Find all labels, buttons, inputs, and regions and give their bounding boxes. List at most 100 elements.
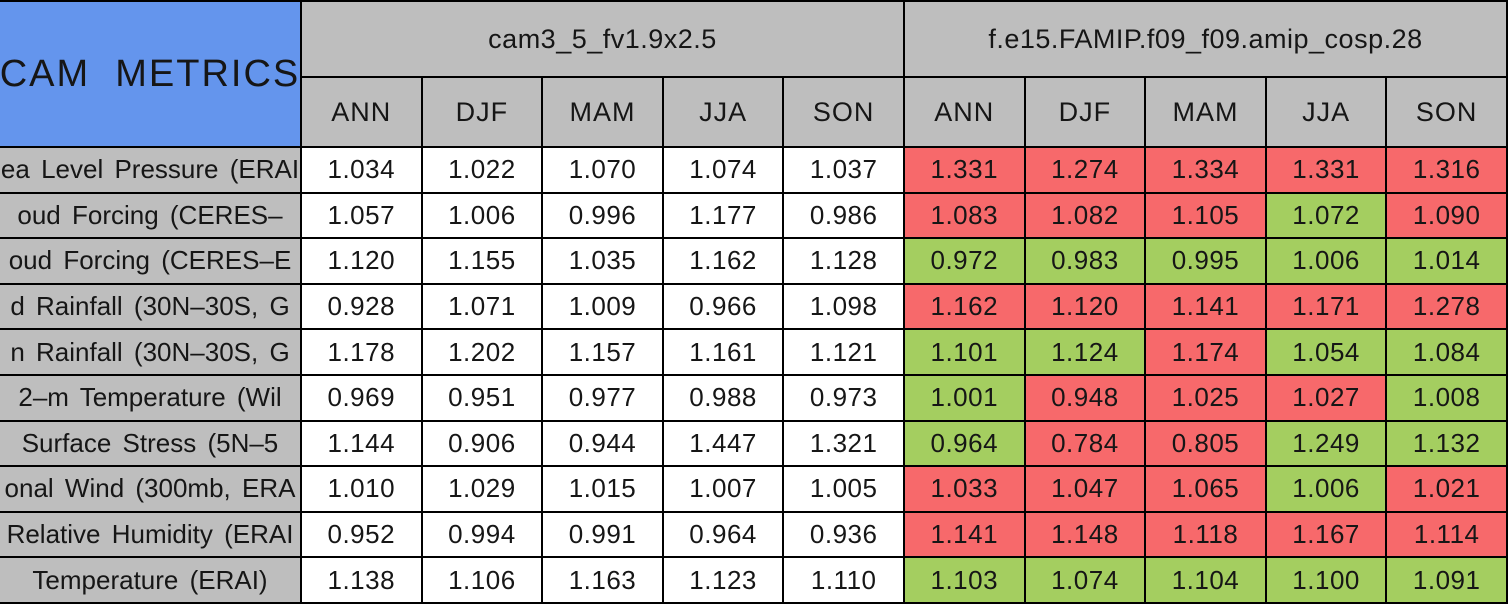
model2-value-cell: 1.316 xyxy=(1387,148,1506,192)
model2-value-cell: 1.082 xyxy=(1025,193,1145,238)
metric-row-label: 2–m Temperature (Wil xyxy=(0,375,300,420)
model2-value-cell: 1.084 xyxy=(1387,330,1506,374)
model1-value-cell: 1.035 xyxy=(543,239,662,283)
model1-value-cell: 0.944 xyxy=(543,421,662,466)
model1-season-header-jja: JJA xyxy=(663,78,783,146)
model1-value-cell: 0.936 xyxy=(784,512,903,557)
model1-value-cell: 0.964 xyxy=(663,512,783,557)
model1-value-cell: 1.071 xyxy=(422,284,542,329)
model2-season-header-jja: JJA xyxy=(1266,78,1386,146)
model2-value-cell: 1.331 xyxy=(1266,148,1386,192)
model2-value-cell: 1.249 xyxy=(1266,421,1386,466)
model2-value-cell: 1.171 xyxy=(1266,284,1386,329)
model2-value-cell: 1.072 xyxy=(1266,193,1386,238)
model1-value-cell: 1.157 xyxy=(543,330,662,374)
metric-row-label: Relative Humidity (ERAI xyxy=(0,512,300,557)
model1-value-cell: 1.098 xyxy=(784,284,903,329)
model1-value-cell: 1.007 xyxy=(663,467,783,511)
model2-value-cell: 0.983 xyxy=(1025,239,1145,283)
model2-value-cell: 0.948 xyxy=(1025,375,1145,420)
model1-value-cell: 1.005 xyxy=(784,467,903,511)
model1-value-cell: 1.029 xyxy=(422,467,542,511)
model2-value-cell: 1.174 xyxy=(1146,330,1265,374)
model1-value-cell: 1.177 xyxy=(663,193,783,238)
model2-value-cell: 1.065 xyxy=(1146,467,1265,511)
model1-season-header-djf: DJF xyxy=(422,78,542,146)
model1-season-header-mam: MAM xyxy=(543,78,662,146)
model1-value-cell: 1.037 xyxy=(784,148,903,192)
metric-row-label: Surface Stress (5N–5 xyxy=(0,421,300,466)
model1-value-cell: 1.202 xyxy=(422,330,542,374)
model1-value-cell: 1.162 xyxy=(663,239,783,283)
model2-value-cell: 1.090 xyxy=(1387,193,1506,238)
model1-value-cell: 0.991 xyxy=(543,512,662,557)
model1-value-cell: 0.952 xyxy=(302,512,421,557)
model1-value-cell: 1.034 xyxy=(302,148,421,192)
model2-value-cell: 1.091 xyxy=(1387,558,1506,602)
model2-value-cell: 1.100 xyxy=(1266,558,1386,602)
model2-value-cell: 1.124 xyxy=(1025,330,1145,374)
model2-value-cell: 0.784 xyxy=(1025,421,1145,466)
model2-season-header-ann: ANN xyxy=(904,78,1024,146)
model2-value-cell: 1.114 xyxy=(1387,512,1506,557)
model1-value-cell: 0.969 xyxy=(302,375,421,420)
model1-value-cell: 0.977 xyxy=(543,375,662,420)
model1-value-cell: 1.015 xyxy=(543,467,662,511)
model1-value-cell: 1.022 xyxy=(422,148,542,192)
model1-value-cell: 1.123 xyxy=(663,558,783,602)
model1-value-cell: 1.128 xyxy=(784,239,903,283)
table-title: CAM METRICS xyxy=(0,2,300,146)
model1-value-cell: 0.986 xyxy=(784,193,903,238)
metric-row-label: oud Forcing (CERES– xyxy=(0,193,300,238)
model2-value-cell: 1.274 xyxy=(1025,148,1145,192)
model1-value-cell: 1.070 xyxy=(543,148,662,192)
model1-name-header: cam3_5_fv1.9x2.5 xyxy=(302,2,903,76)
model2-value-cell: 1.105 xyxy=(1146,193,1265,238)
model2-value-cell: 1.148 xyxy=(1025,512,1145,557)
model1-value-cell: 0.951 xyxy=(422,375,542,420)
model2-season-header-djf: DJF xyxy=(1025,78,1145,146)
model1-season-header-ann: ANN xyxy=(302,78,421,146)
metric-row-label: n Rainfall (30N–30S, G xyxy=(0,330,300,374)
model2-value-cell: 1.101 xyxy=(904,330,1024,374)
model2-value-cell: 1.104 xyxy=(1146,558,1265,602)
model2-value-cell: 1.162 xyxy=(904,284,1024,329)
model1-value-cell: 1.321 xyxy=(784,421,903,466)
model1-season-header-son: SON xyxy=(784,78,903,146)
model1-value-cell: 1.110 xyxy=(784,558,903,602)
model1-value-cell: 0.928 xyxy=(302,284,421,329)
model1-value-cell: 1.074 xyxy=(663,148,783,192)
metric-row-label: ea Level Pressure (ERAI xyxy=(0,148,300,192)
model2-value-cell: 1.118 xyxy=(1146,512,1265,557)
model2-value-cell: 1.334 xyxy=(1146,148,1265,192)
model1-value-cell: 1.161 xyxy=(663,330,783,374)
model1-value-cell: 1.106 xyxy=(422,558,542,602)
model1-value-cell: 1.009 xyxy=(543,284,662,329)
model1-value-cell: 1.120 xyxy=(302,239,421,283)
metric-row-label: d Rainfall (30N–30S, G xyxy=(0,284,300,329)
model1-value-cell: 1.138 xyxy=(302,558,421,602)
model1-value-cell: 1.121 xyxy=(784,330,903,374)
model1-value-cell: 1.010 xyxy=(302,467,421,511)
model2-value-cell: 1.001 xyxy=(904,375,1024,420)
model1-value-cell: 0.966 xyxy=(663,284,783,329)
model1-value-cell: 1.144 xyxy=(302,421,421,466)
model1-value-cell: 0.996 xyxy=(543,193,662,238)
metric-row-label: oud Forcing (CERES–E xyxy=(0,239,300,283)
model2-name-header: f.e15.FAMIP.f09_f09.amip_cosp.28 xyxy=(904,2,1506,76)
model2-season-header-mam: MAM xyxy=(1146,78,1265,146)
model2-value-cell: 0.972 xyxy=(904,239,1024,283)
model2-value-cell: 1.006 xyxy=(1266,239,1386,283)
model1-value-cell: 1.178 xyxy=(302,330,421,374)
model1-value-cell: 1.163 xyxy=(543,558,662,602)
model2-value-cell: 0.805 xyxy=(1146,421,1265,466)
model2-value-cell: 1.141 xyxy=(904,512,1024,557)
model1-value-cell: 1.155 xyxy=(422,239,542,283)
model2-value-cell: 1.120 xyxy=(1025,284,1145,329)
model2-value-cell: 1.278 xyxy=(1387,284,1506,329)
model1-value-cell: 0.994 xyxy=(422,512,542,557)
model2-value-cell: 1.047 xyxy=(1025,467,1145,511)
model2-value-cell: 1.033 xyxy=(904,467,1024,511)
model2-value-cell: 0.995 xyxy=(1146,239,1265,283)
